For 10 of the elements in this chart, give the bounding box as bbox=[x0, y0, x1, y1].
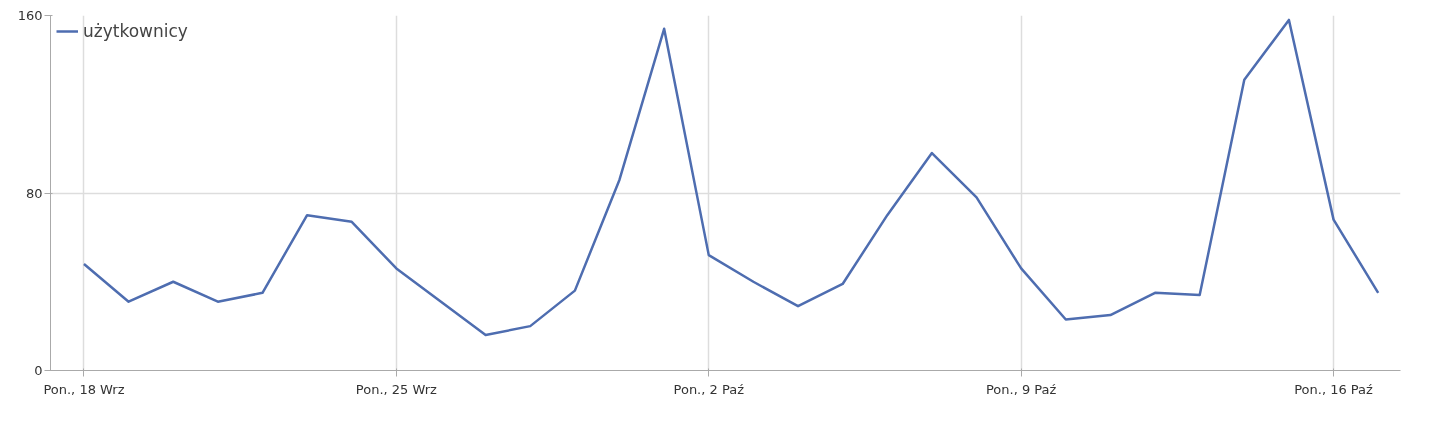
x-tick-label: Pon., 2 Paź bbox=[673, 381, 745, 397]
x-tick-label: Pon., 16 Paź bbox=[1294, 381, 1374, 397]
x-tick-label: Pon., 9 Paź bbox=[985, 381, 1057, 397]
x-tick-label: Pon., 18 Wrz bbox=[43, 381, 125, 397]
y-tick-label: 80 bbox=[25, 185, 43, 201]
x-tick-label: Pon., 25 Wrz bbox=[355, 381, 438, 397]
legend-label: użytkownicy bbox=[83, 21, 188, 41]
line-series bbox=[82, 18, 1380, 337]
y-tick-label: 0 bbox=[34, 363, 43, 378]
y-tick-label: 160 bbox=[17, 8, 43, 23]
